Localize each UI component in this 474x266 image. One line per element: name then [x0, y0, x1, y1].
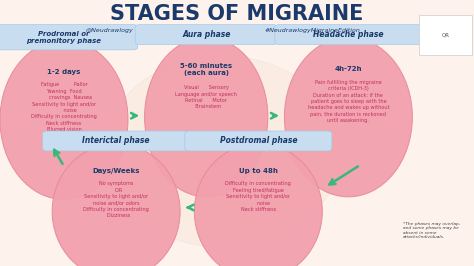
Text: Prodromal or
premonitory phase: Prodromal or premonitory phase [27, 31, 101, 44]
Text: Visual      Sensory
Language and/or speech
Retinal      Motor
  Brainstem: Visual Sensory Language and/or speech Re… [175, 85, 237, 109]
Text: Fatigue         Pallor
Yawning  Food
        cravings  Nausea
Sensitivity to lig: Fatigue Pallor Yawning Food cravings Nau… [31, 82, 97, 132]
Text: Days/Weeks: Days/Weeks [92, 168, 140, 174]
Ellipse shape [0, 40, 128, 200]
Text: @Neudrawlogy: @Neudrawlogy [85, 28, 133, 33]
Text: Interictal phase: Interictal phase [82, 136, 150, 146]
Text: Pain fulfilling the migraine
criteria (ICDH-3)
Duration of an attack: if the
pat: Pain fulfilling the migraine criteria (I… [308, 80, 389, 123]
Text: Postdromal phase: Postdromal phase [219, 136, 297, 146]
Text: STAGES OF MIGRAINE: STAGES OF MIGRAINE [110, 4, 364, 24]
Text: *The phases may overlap,
and some phases may be
absent in some
attacks/individua: *The phases may overlap, and some phases… [402, 222, 460, 239]
Ellipse shape [52, 144, 180, 266]
Ellipse shape [104, 56, 341, 247]
Text: 4h-72h: 4h-72h [335, 66, 362, 72]
FancyBboxPatch shape [0, 25, 137, 50]
Text: Difficulty in concentrating
Feeling tired/fatigue
Sensitivity to light and/or
  : Difficulty in concentrating Feeling tire… [226, 181, 291, 212]
Text: Aura phase: Aura phase [182, 30, 230, 39]
FancyBboxPatch shape [43, 131, 190, 151]
FancyBboxPatch shape [419, 15, 472, 55]
FancyBboxPatch shape [135, 25, 277, 44]
Text: 1-2 days: 1-2 days [47, 69, 81, 75]
Text: No symptoms
   OR
Sensitivity to light and/or
noise and/or odors
Difficulty in c: No symptoms OR Sensitivity to light and/… [83, 181, 149, 218]
Text: Headache phase: Headache phase [313, 30, 383, 39]
FancyBboxPatch shape [185, 131, 332, 151]
Text: 5-60 minutes
(each aura): 5-60 minutes (each aura) [180, 63, 232, 76]
Ellipse shape [284, 37, 412, 197]
Ellipse shape [194, 144, 322, 266]
Text: #NeudrawlogyMigraineEdition: #NeudrawlogyMigraineEdition [265, 28, 361, 33]
Text: Up to 48h: Up to 48h [239, 168, 278, 174]
Text: QR: QR [442, 32, 449, 37]
Ellipse shape [145, 37, 268, 197]
FancyBboxPatch shape [275, 25, 422, 44]
